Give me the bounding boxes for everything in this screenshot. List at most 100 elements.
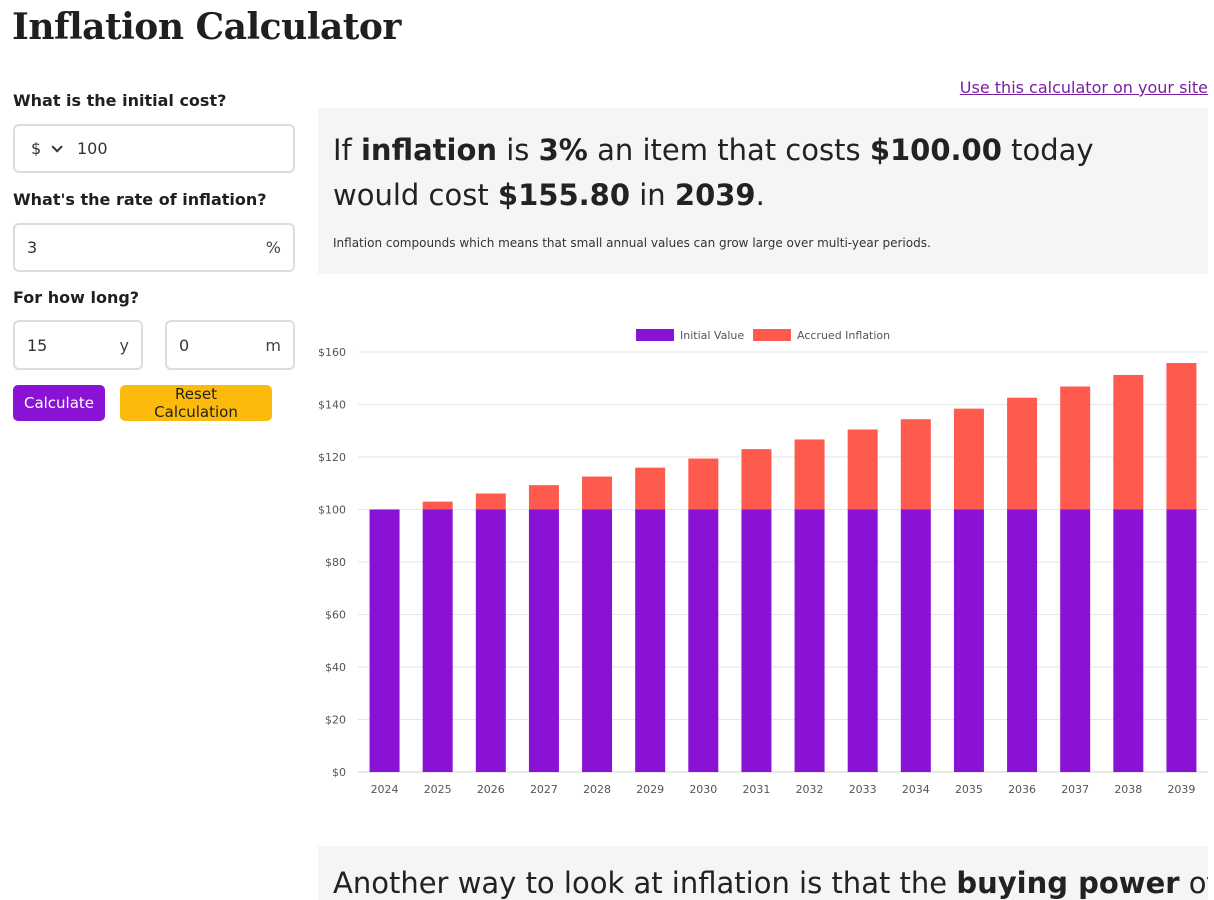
x-tick-label: 2033 xyxy=(849,783,877,796)
bar-initial-value xyxy=(688,509,719,772)
y-tick-label: $160 xyxy=(318,346,346,359)
years-input[interactable]: 15 xyxy=(27,335,48,355)
inflation-rate-input[interactable]: 3 xyxy=(27,238,38,257)
currency-symbol: $ xyxy=(31,139,42,158)
bar-initial-value xyxy=(528,509,559,772)
inflation-rate-field: 3 % xyxy=(13,223,295,272)
y-tick-label: $120 xyxy=(318,451,346,464)
bar-initial-value xyxy=(369,509,400,772)
buying-power-emphasis: buying power xyxy=(956,866,1180,900)
years-field: 15 y xyxy=(13,320,143,370)
y-tick-label: $60 xyxy=(325,609,346,622)
bar-accrued-inflation xyxy=(1060,386,1091,510)
buying-power-sentence: Another way to look at inflation is that… xyxy=(333,866,1208,900)
months-input[interactable]: 0 xyxy=(179,335,190,355)
x-tick-label: 2031 xyxy=(742,783,770,796)
bar-accrued-inflation xyxy=(741,449,772,510)
initial-cost-label: What is the initial cost? xyxy=(13,91,227,110)
x-tick-label: 2030 xyxy=(689,783,717,796)
x-tick-label: 2027 xyxy=(530,783,558,796)
bar-initial-value xyxy=(953,509,984,772)
result-note: Inflation compounds which means that sma… xyxy=(333,236,931,250)
y-tick-label: $80 xyxy=(325,556,346,569)
bar-accrued-inflation xyxy=(900,419,931,510)
x-tick-label: 2035 xyxy=(955,783,983,796)
bar-accrued-inflation xyxy=(528,485,559,510)
x-tick-label: 2037 xyxy=(1061,783,1089,796)
bar-initial-value xyxy=(1113,509,1144,772)
initial-cost-input[interactable]: 100 xyxy=(77,139,108,158)
result-text-part: today would cost xyxy=(333,133,1094,212)
y-tick-label: $100 xyxy=(318,504,346,517)
months-unit: m xyxy=(265,335,281,355)
bar-initial-value xyxy=(1007,509,1038,772)
result-text-part: is xyxy=(497,133,539,167)
legend-swatch-initial xyxy=(636,329,674,341)
calculate-button[interactable]: Calculate xyxy=(13,385,105,421)
y-tick-label: $0 xyxy=(332,766,346,779)
x-tick-label: 2034 xyxy=(902,783,930,796)
embed-calculator-link[interactable]: Use this calculator on your site xyxy=(959,78,1208,97)
bar-accrued-inflation xyxy=(688,458,719,510)
bar-initial-value xyxy=(847,509,878,772)
result-sentence: If inflation is 3% an item that costs $1… xyxy=(333,128,1183,218)
x-tick-label: 2039 xyxy=(1167,783,1195,796)
page-title: Inflation Calculator xyxy=(12,6,401,48)
x-tick-label: 2024 xyxy=(371,783,399,796)
x-tick-label: 2028 xyxy=(583,783,611,796)
result-text-part: If xyxy=(333,133,361,167)
result-emphasis: inflation xyxy=(360,133,498,167)
buying-power-panel: Another way to look at inflation is that… xyxy=(318,846,1208,900)
bar-initial-value xyxy=(422,509,453,772)
x-tick-label: 2036 xyxy=(1008,783,1036,796)
result-rate: 3% xyxy=(538,133,588,167)
bar-initial-value xyxy=(475,509,506,772)
currency-select[interactable]: $ xyxy=(15,139,77,158)
bar-accrued-inflation xyxy=(953,408,984,510)
result-future-cost: $155.80 xyxy=(497,178,631,212)
bar-accrued-inflation xyxy=(422,501,453,510)
bar-accrued-inflation xyxy=(582,476,613,510)
chevron-down-icon xyxy=(51,140,63,153)
duration-label: For how long? xyxy=(13,288,140,307)
inflation-bar-chart: $0 $20 $40 $60 $80 $100 $120 $140 $160 2024 2025 20… xyxy=(318,329,1208,796)
y-tick-label: $40 xyxy=(325,661,346,674)
x-tick-label: 2032 xyxy=(796,783,824,796)
result-panel: If inflation is 3% an item that costs $1… xyxy=(318,108,1208,274)
bar-accrued-inflation xyxy=(635,467,666,510)
bar-initial-value xyxy=(582,509,613,772)
reset-calculation-button[interactable]: Reset Calculation xyxy=(120,385,272,421)
buying-power-text-part: Another way to look at inflation is that… xyxy=(333,866,957,900)
y-tick-label: $140 xyxy=(318,399,346,412)
initial-cost-field: $ 100 xyxy=(13,124,295,173)
result-year: 2039 xyxy=(674,178,756,212)
bar-initial-value xyxy=(1166,509,1197,772)
x-tick-label: 2038 xyxy=(1114,783,1142,796)
legend-label: Accrued Inflation xyxy=(797,329,890,342)
bar-accrued-inflation xyxy=(794,439,825,510)
result-text-part: in xyxy=(630,178,675,212)
legend-swatch-inflation xyxy=(753,329,791,341)
x-tick-label: 2029 xyxy=(636,783,664,796)
legend-label: Initial Value xyxy=(680,329,744,342)
result-text-part: . xyxy=(755,178,765,212)
bar-accrued-inflation xyxy=(847,429,878,510)
bar-initial-value xyxy=(1060,509,1091,772)
result-text-part: an item that costs xyxy=(587,133,870,167)
percent-unit: % xyxy=(265,238,281,257)
bar-initial-value xyxy=(635,509,666,772)
months-field: 0 m xyxy=(165,320,295,370)
years-unit: y xyxy=(119,335,129,355)
x-tick-label: 2026 xyxy=(477,783,505,796)
bar-accrued-inflation xyxy=(1166,363,1197,510)
bar-initial-value xyxy=(794,509,825,772)
buying-power-text-part: of xyxy=(1188,866,1208,900)
bar-accrued-inflation xyxy=(1113,374,1144,510)
bar-initial-value xyxy=(741,509,772,772)
x-tick-label: 2025 xyxy=(424,783,452,796)
result-initial-cost: $100.00 xyxy=(869,133,1002,167)
bar-initial-value xyxy=(900,509,931,772)
inflation-rate-label: What's the rate of inflation? xyxy=(13,190,267,209)
bar-accrued-inflation xyxy=(475,493,506,510)
bar-accrued-inflation xyxy=(1007,397,1038,510)
